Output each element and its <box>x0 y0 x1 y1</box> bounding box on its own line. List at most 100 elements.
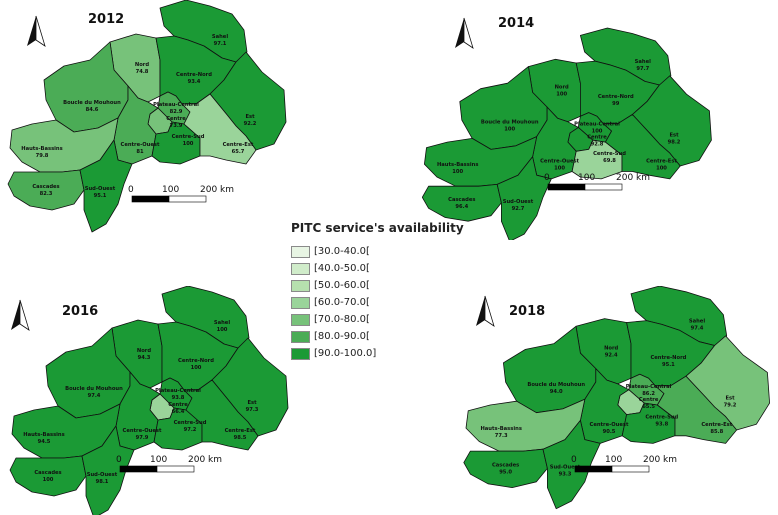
region-name-label: Est <box>725 395 735 401</box>
region-value-label: 93.8 <box>655 422 668 428</box>
region-value-label: 86.2 <box>642 391 655 397</box>
legend-item: [30.0-40.0[ <box>291 243 491 260</box>
legend-swatch <box>291 262 310 275</box>
map-year-label: 2012 <box>88 12 125 27</box>
region-name-label: Centre-Est <box>646 158 677 164</box>
region-cascades <box>463 448 548 489</box>
region-name-label: Centre-Ouest <box>590 422 629 428</box>
region-value-label: 92.4 <box>605 352 618 358</box>
legend-item: [80.0-90.0[ <box>291 328 491 345</box>
legend-swatch <box>291 330 310 343</box>
region-value-label: 74.8 <box>136 69 149 75</box>
region-value-label: 97.9 <box>136 435 149 441</box>
region-name-label: Hauts-Bassins <box>480 426 521 432</box>
scale-bar-tick-label: 0 <box>116 455 122 465</box>
legend-label: [80.0-90.0[ <box>314 331 370 342</box>
region-name-label: Cascades <box>492 463 519 469</box>
region-name-label: Sahel <box>214 320 230 326</box>
map-year-label: 2016 <box>62 304 99 319</box>
legend-item: [90.0-100.0] <box>291 345 491 362</box>
region-value-label: 96.4 <box>455 204 468 210</box>
legend-title: PITC service's availability <box>291 221 464 235</box>
region-value-label: 98.1 <box>96 479 109 485</box>
legend-swatch <box>291 347 310 360</box>
scale-bar-tick-label: 100 <box>162 185 179 195</box>
region-name-label: Centre-Sud <box>172 134 205 140</box>
region-value-label: 97.7 <box>636 66 649 72</box>
region-name-label: Sahel <box>635 59 651 65</box>
region-value-label: 97.2 <box>184 427 197 433</box>
region-cascades <box>7 169 85 211</box>
region-name-label: Nord <box>135 62 149 68</box>
region-name-label: Centre-Sud <box>645 415 678 421</box>
region-name-label: Centre-Nord <box>178 358 214 364</box>
region-name-label: Sud-Ouest <box>550 464 581 470</box>
region-value-label: 93.3 <box>559 471 572 477</box>
region-value-label: 95.1 <box>662 362 675 368</box>
legend-item: [60.0-70.0[ <box>291 294 491 311</box>
region-name-label: Plateau-Central <box>574 122 620 128</box>
region-sud-ouest <box>81 425 135 515</box>
region-value-label: 97.1 <box>214 41 227 47</box>
region-name-label: Est <box>245 114 255 120</box>
scale-bar-tick-label: 100 <box>578 173 595 183</box>
region-value-label: 98.2 <box>668 140 681 146</box>
region-value-label: 94.3 <box>138 355 151 361</box>
region-name-label: Plateau-Central <box>155 388 201 394</box>
region-centre-est <box>654 375 738 444</box>
region-value-label: 79.8 <box>36 153 49 159</box>
region-name-label: Hauts-Bassins <box>23 432 64 438</box>
region-value-label: 97.3 <box>246 407 259 413</box>
region-value-label: 77.3 <box>495 433 508 439</box>
scale-bar-tick-label: 100 <box>605 455 622 465</box>
scale-bar-tick-label: 0 <box>128 185 134 195</box>
region-name-label: Nord <box>137 348 151 354</box>
region-value-label: 92.2 <box>244 121 257 127</box>
north-arrow-icon <box>476 295 495 327</box>
scale-bar-tick-label: 0 <box>544 173 550 183</box>
region-value-label: 82.3 <box>40 191 53 197</box>
scale-bar-tick-label: 200 km <box>643 455 677 465</box>
region-name-label: Centre <box>166 116 186 122</box>
region-name-label: Boucle du Mouhoun <box>527 382 585 388</box>
region-name-label: Cascades <box>32 184 59 190</box>
region-name-label: Centre-Sud <box>593 151 626 157</box>
legend-item: [70.0-80.0[ <box>291 311 491 328</box>
region-value-label: 82.9 <box>170 109 183 115</box>
legend-label: [50.0-60.0[ <box>314 280 370 291</box>
region-name-label: Centre-Ouest <box>121 142 160 148</box>
legend-label: [90.0-100.0] <box>314 348 377 359</box>
legend-item: [40.0-50.0[ <box>291 260 491 277</box>
region-value-label: 100 <box>554 165 565 171</box>
region-name-label: Centre-Nord <box>650 355 686 361</box>
region-name-label: Nord <box>604 345 618 351</box>
region-value-label: 65.5 <box>642 404 655 410</box>
scale-bar: 0 100 200 km <box>128 185 234 203</box>
region-value-label: 85.8 <box>710 429 723 435</box>
region-value-label: 100 <box>452 169 463 175</box>
region-value-label: 98.5 <box>234 435 247 441</box>
region-value-label: 100 <box>191 365 202 371</box>
region-value-label: 100 <box>656 165 667 171</box>
region-value-label: 100 <box>556 92 567 98</box>
region-value-label: 100 <box>217 327 228 333</box>
legend-swatch <box>291 279 310 292</box>
legend-swatch <box>291 296 310 309</box>
region-value-label: 100 <box>592 129 603 135</box>
region-value-label: 97.4 <box>691 326 704 332</box>
region-cascades <box>422 183 502 222</box>
scale-bar-tick-label: 200 km <box>200 185 234 195</box>
region-name-label: Centre-Sud <box>174 420 207 426</box>
region-value-label: 99 <box>612 101 620 107</box>
region-name-label: Boucle du Mouhoun <box>63 100 121 106</box>
region-name-label: Centre-Est <box>225 428 256 434</box>
scale-bar: 0 100 200 km <box>116 455 222 473</box>
region-name-label: Est <box>247 400 257 406</box>
region-centre-est <box>181 93 257 165</box>
region-name-label: Cascades <box>448 197 475 203</box>
region-value-label: 100 <box>43 477 54 483</box>
region-value-label: 92.8 <box>591 141 604 147</box>
